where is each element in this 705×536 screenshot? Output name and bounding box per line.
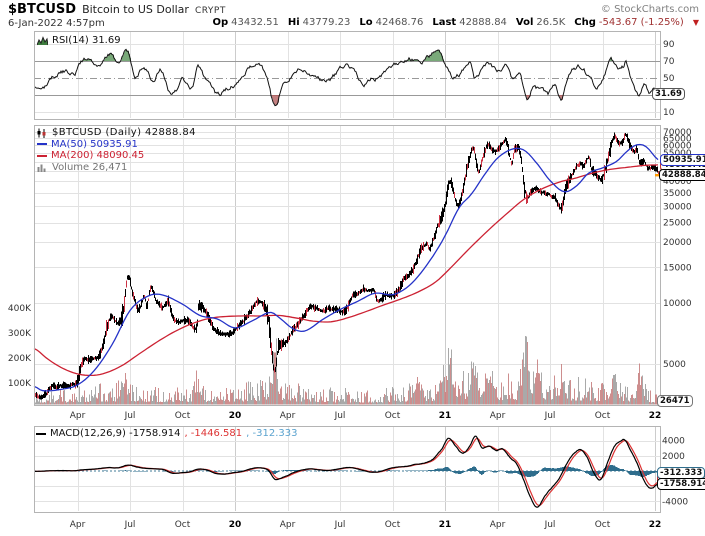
symbol-name: Bitcoin to US Dollar — [82, 3, 189, 16]
last-price-bubble: 42888.84 — [659, 169, 705, 181]
svg-text:20: 20 — [229, 411, 242, 421]
svg-text:Apr: Apr — [70, 411, 86, 421]
ma200-line-icon — [37, 154, 47, 157]
rsi-last-bubble: 31.69 — [652, 87, 685, 100]
volume-bubble: 26471 — [657, 395, 693, 408]
rsi-plot — [34, 48, 659, 107]
panel-border — [34, 125, 661, 406]
svg-text:200K: 200K — [8, 354, 32, 364]
macd-line-icon — [36, 432, 46, 435]
macd-signal-legend-label: , -1446.581 — [184, 428, 243, 439]
svg-text:65000: 65000 — [663, 134, 692, 144]
svg-text:22: 22 — [649, 520, 662, 530]
last-price-tick — [655, 174, 660, 177]
quote-field-hi: Hi 43779.23 — [287, 17, 351, 28]
quote-field-last: Last 42888.84 — [432, 17, 507, 28]
svg-text:Oct: Oct — [385, 520, 401, 530]
rsi-legend: RSI(14) 31.69 — [37, 35, 121, 47]
quote-datetime: 6-Jan-2022 4:57pm — [8, 18, 105, 29]
svg-text:Jul: Jul — [334, 520, 346, 530]
svg-text:10: 10 — [663, 108, 675, 118]
vertical-gridlines — [78, 32, 656, 511]
svg-text:15000: 15000 — [663, 264, 692, 274]
symbol: $BTCUSD — [8, 2, 77, 17]
svg-text:-4000: -4000 — [662, 497, 688, 507]
candles-icon — [37, 128, 48, 138]
stockcharts-credit: © StockCharts.com — [600, 4, 699, 15]
svg-text:300K: 300K — [8, 329, 32, 339]
main-legend-symbol: $BTCUSD (Daily) 42888.84 — [52, 127, 196, 138]
svg-text:Jul: Jul — [334, 411, 346, 421]
macd-plot — [35, 435, 659, 508]
ma50-legend-label: MA(50) 50935.91 — [51, 138, 138, 150]
quote-field-op: Op 43432.51 — [212, 17, 279, 28]
svg-text:Jul: Jul — [544, 411, 556, 421]
svg-text:60000: 60000 — [663, 142, 692, 152]
svg-text:Oct: Oct — [175, 520, 191, 530]
volume-bars-icon — [37, 162, 48, 173]
quote-field-chg: Chg -543.67 (-1.25%) — [574, 17, 684, 28]
rsi-legend-label: RSI(14) 31.69 — [52, 35, 121, 46]
svg-text:400K: 400K — [8, 304, 32, 314]
svg-text:25000: 25000 — [663, 219, 692, 229]
ma50-bubble: 50935.91 — [660, 153, 705, 166]
svg-text:35000: 35000 — [663, 189, 692, 199]
svg-text:21: 21 — [439, 520, 452, 530]
svg-text:Apr: Apr — [280, 520, 296, 530]
quote-field-lo: Lo 42468.76 — [359, 17, 424, 28]
panel-border — [34, 31, 661, 120]
svg-text:20000: 20000 — [663, 238, 692, 248]
svg-text:90: 90 — [663, 40, 675, 50]
svg-text:Apr: Apr — [490, 411, 506, 421]
svg-text:10000: 10000 — [663, 299, 692, 309]
svg-text:70000: 70000 — [663, 128, 692, 138]
svg-text:70: 70 — [663, 57, 675, 67]
svg-text:5000: 5000 — [663, 360, 686, 370]
svg-text:Jul: Jul — [124, 520, 136, 530]
svg-text:Oct: Oct — [595, 411, 611, 421]
svg-text:50: 50 — [663, 74, 675, 84]
quote-row: Op 43432.51 Hi 43779.23 Lo 42468.76 Last 42888.… — [212, 17, 699, 28]
exchange-label: CRYPT — [194, 6, 226, 16]
svg-text:30000: 30000 — [663, 203, 692, 213]
svg-text:Apr: Apr — [70, 520, 86, 530]
svg-text:Jul: Jul — [544, 520, 556, 530]
main-legend: $BTCUSD (Daily) 42888.84 MA(50) 50935.91… — [37, 127, 196, 173]
svg-text:40000: 40000 — [663, 177, 692, 187]
price-bars — [35, 132, 659, 400]
volume-bars — [35, 335, 659, 405]
svg-text:20: 20 — [229, 520, 242, 530]
svg-text:Jul: Jul — [124, 411, 136, 421]
macd-line-bubble: -1758.914 — [657, 478, 705, 491]
macd-legend: MACD(12,26,9) -1758.914 , -1446.581 , -3… — [36, 428, 297, 440]
svg-text:22: 22 — [649, 411, 662, 421]
ma200-legend-label: MA(200) 48090.45 — [51, 150, 145, 161]
svg-text:21: 21 — [439, 411, 452, 421]
macd-legend-label: MACD(12,26,9) -1758.914 — [50, 428, 181, 439]
volume-legend-label: Volume 26,471 — [52, 161, 128, 173]
ma50-line-icon — [37, 143, 47, 146]
horizontal-gridlines — [34, 44, 660, 502]
change-down-triangle-icon: ▼ — [692, 18, 699, 27]
header: $BTCUSD Bitcoin to US Dollar CRYPT — [8, 2, 226, 17]
svg-text:Apr: Apr — [280, 411, 296, 421]
axis-tick-labels: 7000065000600005500050000450004000035000… — [8, 40, 692, 530]
svg-text:4000: 4000 — [662, 437, 685, 447]
svg-text:Apr: Apr — [490, 520, 506, 530]
rsi-indicator-icon — [37, 35, 48, 46]
svg-text:100K: 100K — [8, 379, 32, 389]
ma50-line — [33, 143, 659, 392]
quote-field-vol: Vol 26.5K — [515, 17, 566, 28]
macd-hist-legend-label: , -312.333 — [246, 428, 298, 439]
svg-text:Oct: Oct — [385, 411, 401, 421]
rsi-70-30-levels — [34, 61, 660, 96]
svg-text:Oct: Oct — [595, 520, 611, 530]
svg-text:Oct: Oct — [175, 411, 191, 421]
svg-text:2000: 2000 — [662, 452, 685, 462]
